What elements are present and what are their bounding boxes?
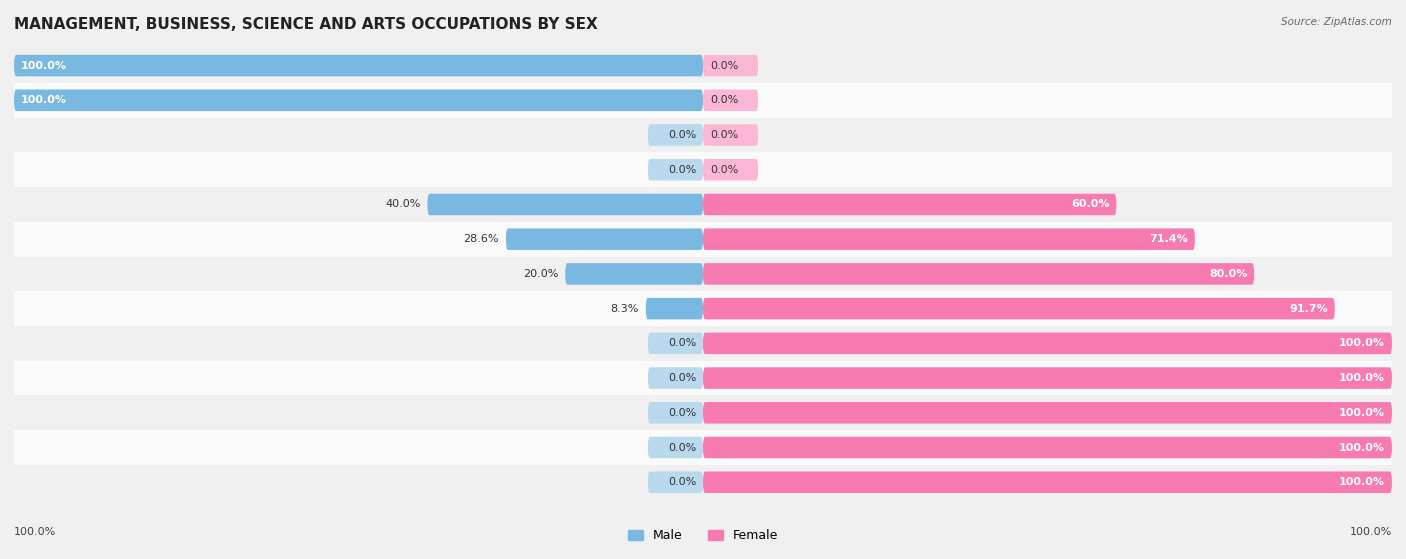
Text: 0.0%: 0.0% — [668, 408, 696, 418]
Text: 40.0%: 40.0% — [385, 200, 420, 210]
FancyBboxPatch shape — [648, 471, 703, 493]
Text: 100.0%: 100.0% — [1339, 338, 1385, 348]
Text: Management: Management — [710, 60, 783, 70]
Text: Life, Physical & Social Science: Life, Physical & Social Science — [710, 95, 879, 105]
Bar — [703, 430, 1392, 465]
Text: 100.0%: 100.0% — [14, 527, 56, 537]
FancyBboxPatch shape — [427, 193, 703, 215]
Text: Architecture & Engineering: Architecture & Engineering — [710, 130, 862, 140]
Text: 0.0%: 0.0% — [668, 165, 696, 175]
Text: 100.0%: 100.0% — [1339, 408, 1385, 418]
Text: 20.0%: 20.0% — [523, 269, 558, 279]
FancyBboxPatch shape — [703, 471, 1392, 493]
FancyBboxPatch shape — [648, 402, 703, 424]
Bar — [703, 187, 1392, 222]
FancyBboxPatch shape — [14, 89, 703, 111]
FancyBboxPatch shape — [703, 55, 758, 77]
Bar — [703, 465, 1392, 500]
Bar — [14, 187, 703, 222]
Text: 0.0%: 0.0% — [668, 443, 696, 453]
FancyBboxPatch shape — [703, 193, 1116, 215]
FancyBboxPatch shape — [703, 159, 758, 181]
Text: 80.0%: 80.0% — [1209, 269, 1247, 279]
Text: Legal Services & Support: Legal Services & Support — [710, 165, 851, 175]
Bar — [14, 257, 703, 291]
Text: 100.0%: 100.0% — [21, 95, 67, 105]
FancyBboxPatch shape — [506, 229, 703, 250]
Bar — [703, 291, 1392, 326]
Bar — [14, 83, 703, 117]
Text: 100.0%: 100.0% — [1339, 373, 1385, 383]
Text: 0.0%: 0.0% — [710, 95, 738, 105]
FancyBboxPatch shape — [703, 298, 1334, 319]
FancyBboxPatch shape — [14, 55, 703, 77]
Text: Education Instruction & Library: Education Instruction & Library — [710, 408, 883, 418]
Bar — [703, 83, 1392, 117]
FancyBboxPatch shape — [648, 124, 703, 146]
Bar — [14, 291, 703, 326]
Text: Health Technologists: Health Technologists — [710, 477, 825, 487]
Text: 100.0%: 100.0% — [1339, 477, 1385, 487]
Text: Computers, Engineering & Science: Computers, Engineering & Science — [710, 234, 904, 244]
Text: 0.0%: 0.0% — [710, 130, 738, 140]
Text: Computers & Mathematics: Computers & Mathematics — [710, 338, 859, 348]
Bar — [703, 326, 1392, 361]
Text: Community & Social Service: Community & Social Service — [710, 304, 869, 314]
Bar — [703, 48, 1392, 83]
Bar — [14, 326, 703, 361]
Text: 8.3%: 8.3% — [610, 304, 638, 314]
FancyBboxPatch shape — [703, 333, 1392, 354]
Text: 0.0%: 0.0% — [668, 130, 696, 140]
Text: 0.0%: 0.0% — [668, 373, 696, 383]
FancyBboxPatch shape — [565, 263, 703, 285]
Text: 100.0%: 100.0% — [1339, 443, 1385, 453]
Bar — [703, 153, 1392, 187]
Bar — [14, 153, 703, 187]
Bar — [703, 222, 1392, 257]
FancyBboxPatch shape — [703, 229, 1195, 250]
Text: 28.6%: 28.6% — [464, 234, 499, 244]
Text: 71.4%: 71.4% — [1149, 234, 1188, 244]
Text: 100.0%: 100.0% — [21, 60, 67, 70]
Text: 0.0%: 0.0% — [710, 165, 738, 175]
Bar — [14, 222, 703, 257]
FancyBboxPatch shape — [703, 367, 1392, 389]
FancyBboxPatch shape — [703, 263, 1254, 285]
Text: Education, Arts & Media: Education, Arts & Media — [710, 373, 844, 383]
Text: Health Diagnosing & Treating: Health Diagnosing & Treating — [710, 443, 873, 453]
Legend: Male, Female: Male, Female — [623, 524, 783, 547]
Bar — [14, 430, 703, 465]
Text: 0.0%: 0.0% — [668, 477, 696, 487]
FancyBboxPatch shape — [645, 298, 703, 319]
FancyBboxPatch shape — [703, 437, 1392, 458]
Bar — [703, 395, 1392, 430]
Text: 0.0%: 0.0% — [668, 338, 696, 348]
FancyBboxPatch shape — [648, 367, 703, 389]
Text: 91.7%: 91.7% — [1289, 304, 1327, 314]
FancyBboxPatch shape — [648, 159, 703, 181]
Text: 0.0%: 0.0% — [710, 60, 738, 70]
Bar — [14, 465, 703, 500]
Bar — [703, 257, 1392, 291]
Bar — [703, 117, 1392, 153]
Text: 60.0%: 60.0% — [1071, 200, 1109, 210]
FancyBboxPatch shape — [703, 89, 758, 111]
FancyBboxPatch shape — [703, 124, 758, 146]
Bar — [703, 361, 1392, 395]
Bar — [14, 361, 703, 395]
Text: MANAGEMENT, BUSINESS, SCIENCE AND ARTS OCCUPATIONS BY SEX: MANAGEMENT, BUSINESS, SCIENCE AND ARTS O… — [14, 17, 598, 32]
Text: Business & Financial: Business & Financial — [710, 200, 824, 210]
FancyBboxPatch shape — [648, 437, 703, 458]
FancyBboxPatch shape — [648, 333, 703, 354]
Text: Arts, Media & Entertainment: Arts, Media & Entertainment — [710, 269, 869, 279]
Bar — [14, 117, 703, 153]
Bar — [14, 395, 703, 430]
Text: Source: ZipAtlas.com: Source: ZipAtlas.com — [1281, 17, 1392, 27]
FancyBboxPatch shape — [703, 402, 1392, 424]
Bar — [14, 48, 703, 83]
Text: 100.0%: 100.0% — [1350, 527, 1392, 537]
